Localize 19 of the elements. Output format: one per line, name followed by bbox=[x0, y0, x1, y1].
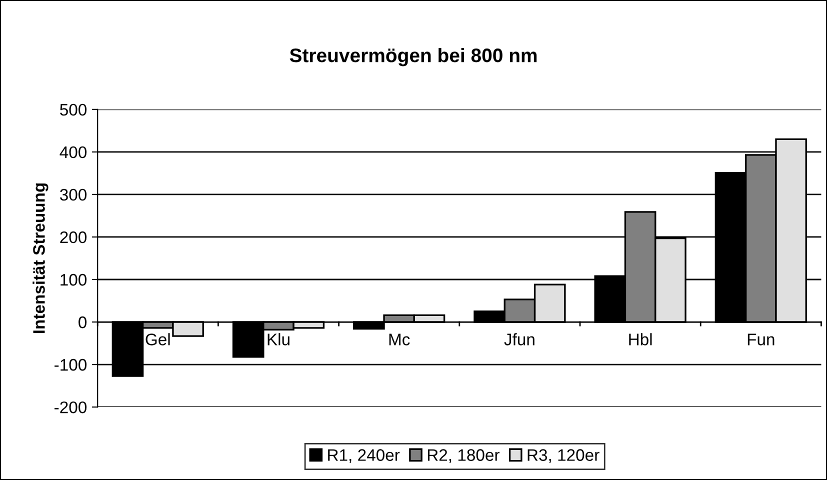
x-tick-label: Hbl bbox=[629, 333, 652, 346]
chart-title: Streuvermögen bei 800 nm bbox=[290, 48, 537, 66]
y-tick-label: 100 bbox=[60, 274, 87, 286]
legend-label: R3, 120er bbox=[528, 449, 600, 463]
legend-label: R2, 180er bbox=[428, 449, 500, 463]
y-tick-label: 400 bbox=[60, 146, 87, 158]
x-tick-label: Klu bbox=[268, 333, 290, 346]
legend-label: R1, 240er bbox=[328, 449, 400, 463]
x-tick-label: Jfun bbox=[504, 333, 534, 346]
y-tick-label: -200 bbox=[54, 401, 87, 414]
x-tick-label: Gel bbox=[146, 333, 170, 346]
x-tick-label: Fun bbox=[748, 334, 774, 346]
y-tick-label: 0 bbox=[78, 316, 87, 328]
y-tick-label: 300 bbox=[60, 188, 87, 201]
y-tick-label: 200 bbox=[60, 231, 87, 244]
y-tick-label: -100 bbox=[54, 358, 87, 371]
x-tick-label: Mc bbox=[389, 334, 410, 346]
y-tick-label: 500 bbox=[60, 104, 87, 116]
y-axis-title: Intensität Streuung bbox=[32, 183, 48, 334]
